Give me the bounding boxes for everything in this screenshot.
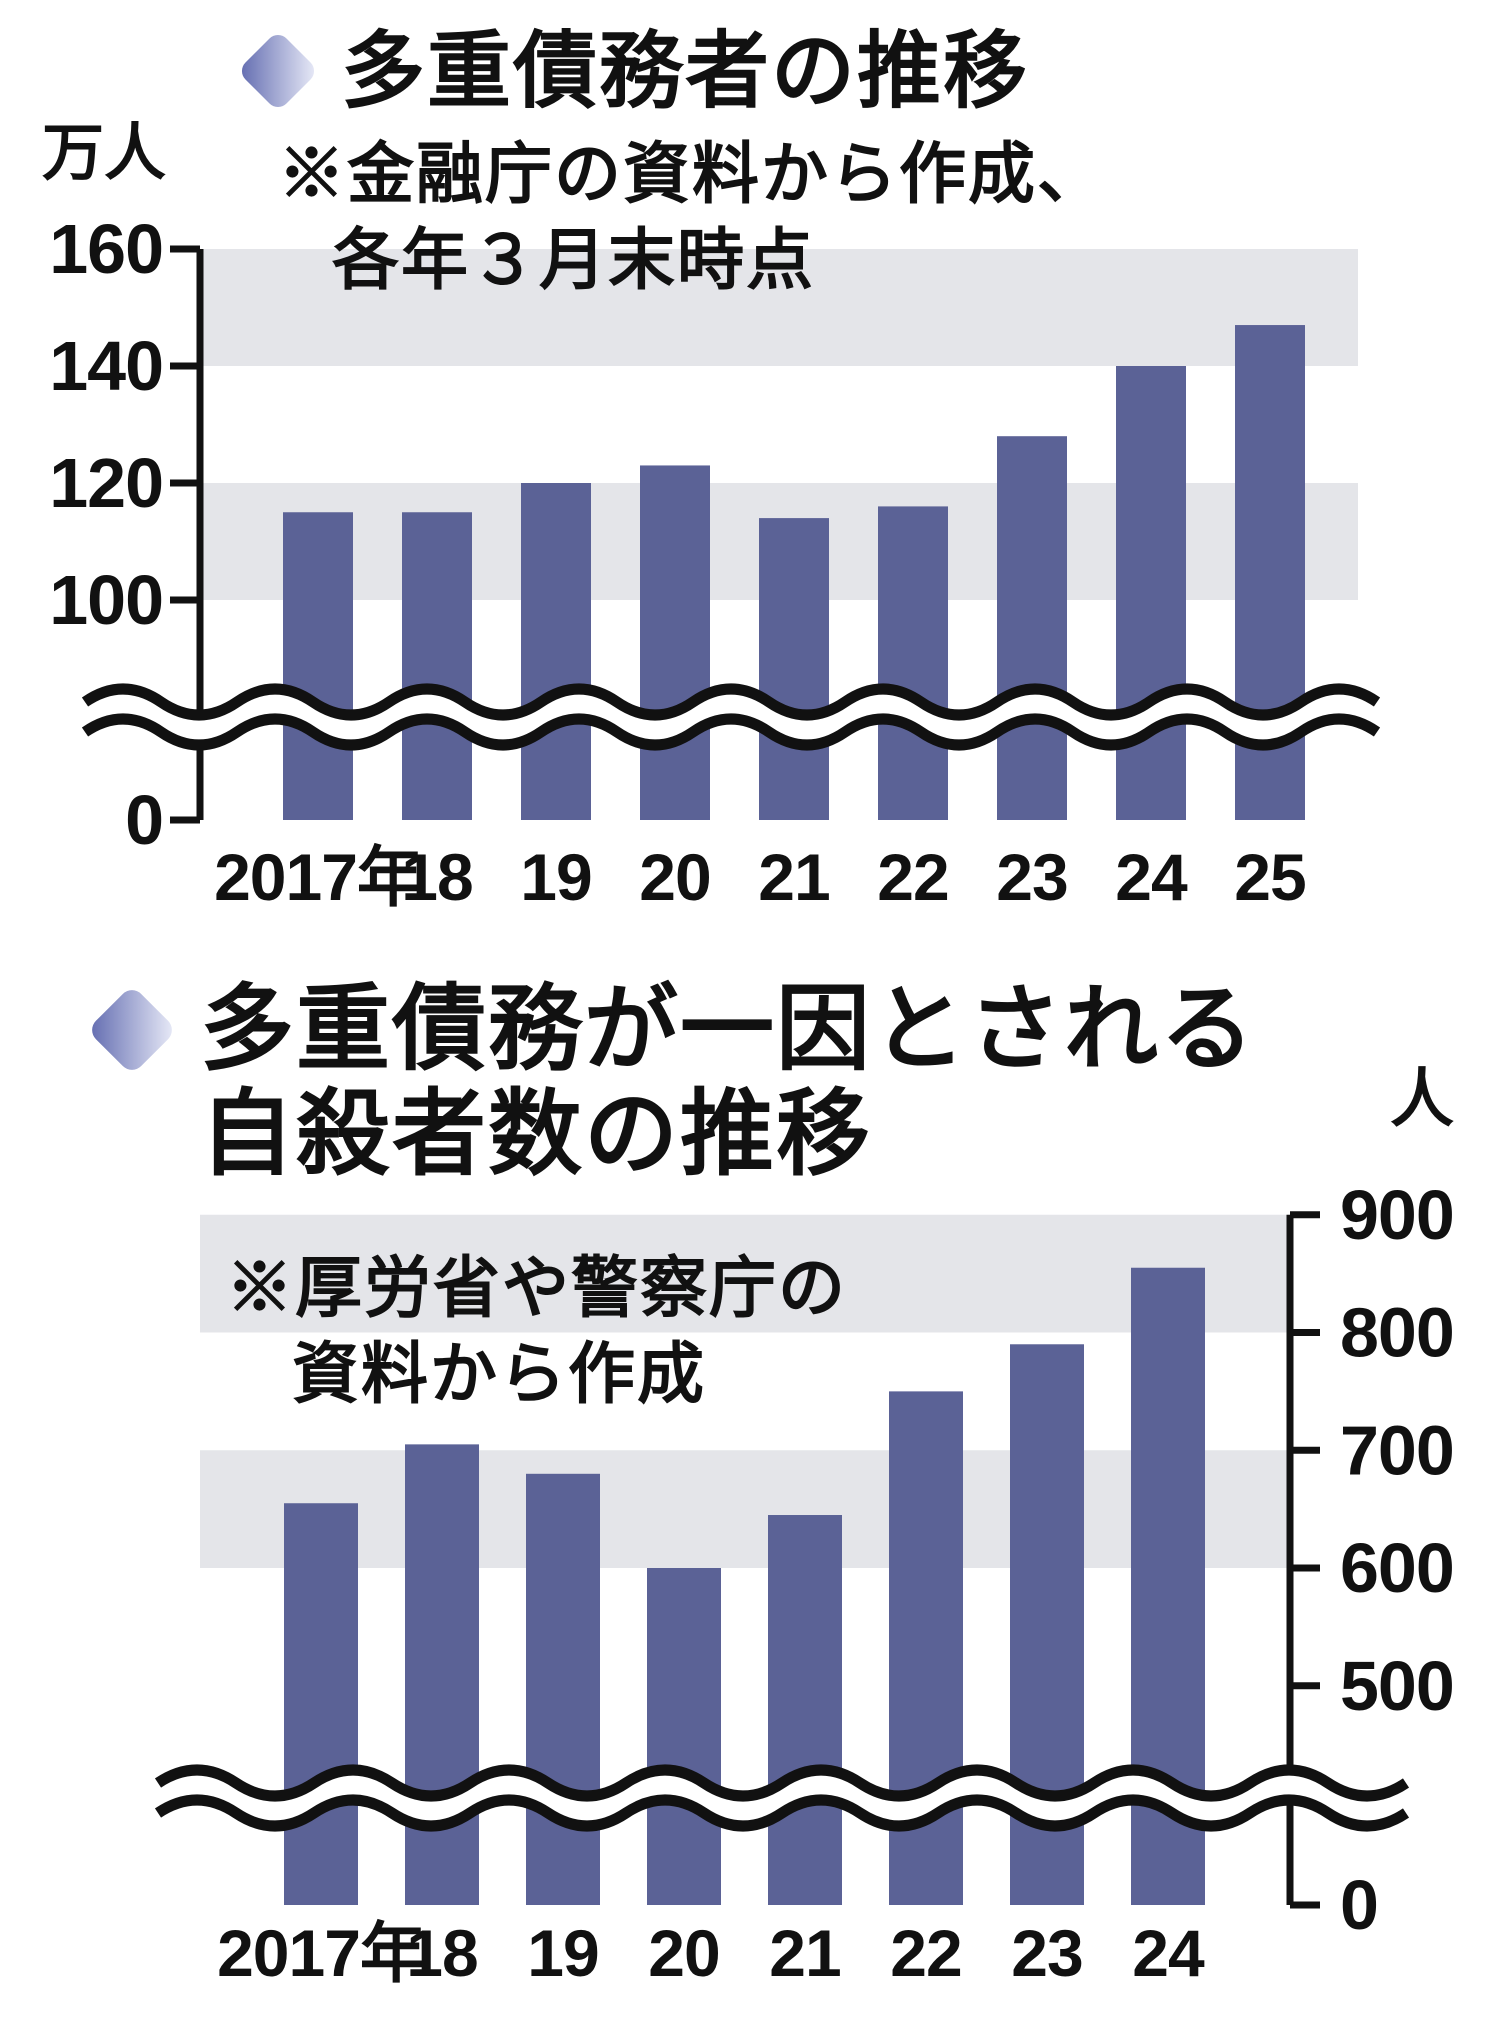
chart2-note-line1: ※厚労省や警察庁の	[226, 1251, 847, 1326]
bar-21	[768, 1515, 842, 1905]
x-tick-label-24: 24	[1132, 1916, 1205, 1990]
bar-19	[526, 1473, 600, 1905]
y-tick-label-160: 160	[49, 210, 163, 288]
x-tick-label-23: 23	[1011, 1916, 1082, 1990]
x-tick-label-25: 25	[1234, 840, 1305, 914]
bar-19	[521, 483, 591, 820]
chart1-note-line1: ※金融庁の資料から作成、	[278, 137, 1106, 212]
y-tick-label-120: 120	[49, 444, 163, 522]
bar-21	[759, 518, 829, 820]
x-tick-label-20: 20	[639, 840, 710, 914]
bar-18	[405, 1444, 479, 1905]
chart1-title-text: 多重債務者の推移	[341, 24, 1030, 118]
grid-band-160-0	[200, 249, 1358, 366]
x-tick-label-24: 24	[1115, 840, 1188, 914]
x-tick-label-2017年: 2017年	[217, 1916, 425, 1990]
y-tick-label-100: 100	[49, 561, 163, 639]
x-tick-label-21: 21	[769, 1916, 840, 1990]
y-tick-label-500: 500	[1340, 1647, 1454, 1725]
x-tick-label-21: 21	[758, 840, 829, 914]
chart2-title-line2: 自殺者数の推移	[200, 1081, 873, 1187]
chart2-unit-label: 人	[1390, 1063, 1454, 1135]
chart1-unit-label: 万人	[42, 119, 167, 188]
x-tick-label-18: 18	[401, 840, 472, 914]
x-tick-label-20: 20	[648, 1916, 719, 1990]
diamond-bullet-icon	[236, 29, 320, 113]
x-tick-label-22: 22	[877, 840, 948, 914]
x-tick-label-19: 19	[527, 1916, 598, 1990]
bar-20	[640, 465, 710, 820]
chart2-title: 多重債務が一因とされる 自殺者数の推移	[86, 976, 1256, 1187]
axis-break-wave-upper	[81, 683, 1381, 721]
bar-24	[1116, 366, 1186, 820]
y-tick-label-800: 800	[1340, 1294, 1454, 1372]
x-tick-label-22: 22	[890, 1916, 961, 1990]
chart1-note-line2: 各年３月末時点	[332, 223, 815, 298]
bar-22	[878, 506, 948, 820]
bar-18	[402, 512, 472, 820]
axis-break-wave-upper	[154, 1764, 1410, 1802]
axis-break-wave-lower	[154, 1794, 1410, 1832]
axis-break-gap	[75, 688, 1387, 746]
y-tick-label-140: 140	[49, 327, 163, 405]
grid-band-900-0	[200, 1214, 1290, 1333]
chart2-note-line2: 資料から作成	[292, 1337, 706, 1412]
y-tick-label-700: 700	[1340, 1411, 1454, 1489]
y-tick-label-zero: 0	[1340, 1866, 1378, 1944]
x-tick-label-23: 23	[996, 840, 1067, 914]
diamond-bullet-icon	[86, 984, 178, 1076]
y-tick-label-zero: 0	[125, 781, 163, 859]
chart2-title-line1: 多重債務が一因とされる	[200, 976, 1257, 1081]
y-tick-label-900: 900	[1340, 1176, 1454, 1254]
chart2-title-text: 多重債務が一因とされる 自殺者数の推移	[200, 976, 1256, 1187]
bar-2017年	[284, 1503, 358, 1905]
x-tick-label-19: 19	[520, 840, 591, 914]
bar-2017年	[283, 512, 353, 820]
chart1-title: 多重債務者の推移	[236, 24, 1030, 118]
x-tick-label-2017年: 2017年	[214, 840, 422, 914]
axis-break-wave-lower	[81, 713, 1381, 751]
x-tick-label-18: 18	[406, 1916, 477, 1990]
bar-23	[997, 436, 1067, 820]
y-tick-label-600: 600	[1340, 1529, 1454, 1607]
bar-20	[647, 1568, 721, 1905]
axis-break-gap	[149, 1769, 1415, 1827]
grid-band-900-1	[200, 1450, 1290, 1568]
